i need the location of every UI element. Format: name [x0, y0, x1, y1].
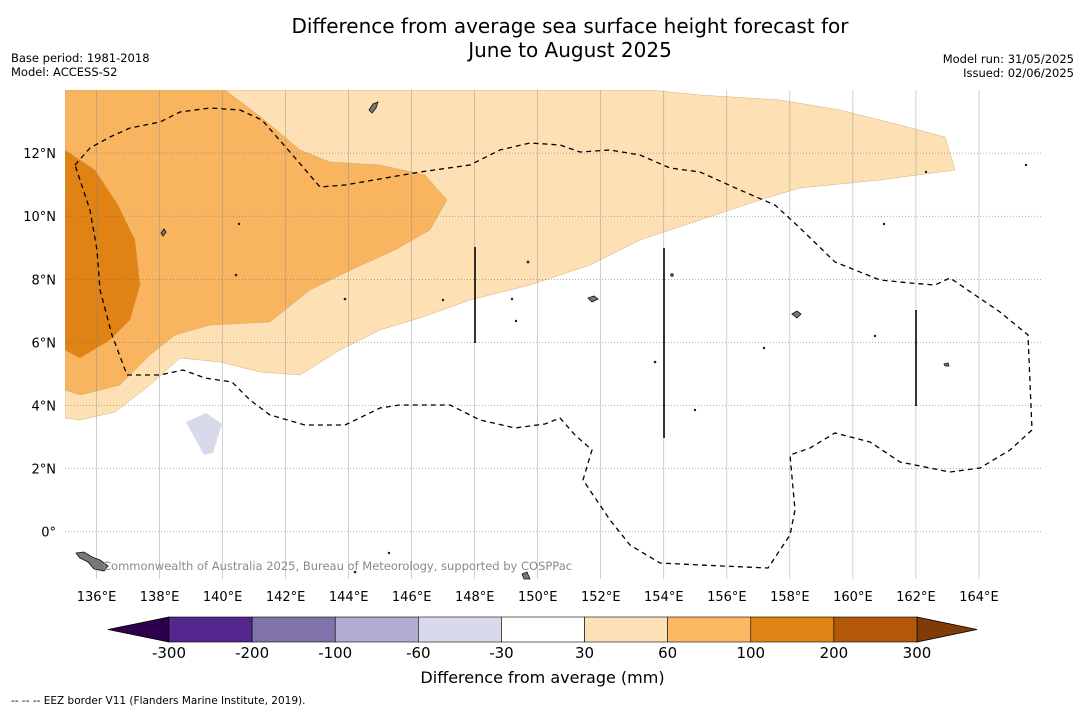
- lon-tick-label: 158°E: [770, 590, 810, 605]
- map-plot-area: [65, 90, 1042, 579]
- colorbar-over-arrow: [916, 616, 978, 643]
- colorbar-tick-label: -300: [152, 644, 186, 662]
- eez-border-line: [74, 107, 1033, 569]
- colorbar-segment: [584, 616, 668, 643]
- lon-tick-label: 142°E: [266, 590, 306, 605]
- eez-solid-segments: [474, 247, 917, 438]
- anomaly-region-60-100: [65, 90, 448, 396]
- island-new-guinea-north: [75, 551, 109, 572]
- lon-tick-label: 160°E: [833, 590, 873, 605]
- lat-tick-label: 10°N: [23, 210, 56, 225]
- island-chuuk: [791, 310, 802, 319]
- island-pohnpei: [943, 362, 950, 367]
- colorbar-segment: [168, 616, 253, 643]
- island-guam: [368, 101, 379, 114]
- colorbar-label: Difference from average (mm): [420, 668, 665, 687]
- lat-tick-label: 2°N: [32, 463, 57, 478]
- anomaly-region-100-200: [65, 149, 141, 359]
- lon-tick-label: 140°E: [203, 590, 243, 605]
- island-dot-4: [343, 297, 347, 301]
- run-info: Model run: 31/05/2025 Issued: 02/06/2025: [943, 52, 1074, 80]
- title-line-1: Difference from average sea surface heig…: [291, 14, 849, 38]
- lon-tick-label: 144°E: [329, 590, 369, 605]
- colorbar-segment: [418, 616, 502, 643]
- colorbar-under-arrow: [107, 616, 170, 643]
- island-dot-16: [387, 551, 391, 555]
- colorbar-tick-label: -200: [235, 644, 269, 662]
- lat-tick-label: 8°N: [32, 273, 57, 288]
- island-dot-9: [693, 408, 697, 412]
- lat-tick-label: 4°N: [32, 399, 57, 414]
- island-dot-6: [510, 297, 514, 301]
- colorbar-tick-label: -100: [318, 644, 352, 662]
- island-dot-14: [1024, 163, 1028, 167]
- colorbar-segment: [667, 616, 752, 643]
- lon-tick-label: 148°E: [455, 590, 495, 605]
- island-dot-3: [234, 273, 238, 277]
- lat-tick-label: 6°N: [32, 336, 57, 351]
- lon-tick-label: 136°E: [77, 590, 117, 605]
- map-credit: Commonwealth of Australia 2025, Bureau o…: [103, 559, 572, 573]
- island-dot-5: [441, 298, 445, 302]
- chart-title: Difference from average sea surface heig…: [0, 14, 1085, 62]
- island-dot-1: [670, 273, 674, 277]
- lon-tick-label: 162°E: [896, 590, 936, 605]
- eez-footnote: -- -- -- EEZ border V11 (Flanders Marine…: [11, 695, 306, 707]
- colorbar-tick-label: 300: [903, 644, 932, 662]
- title-line-2: June to August 2025: [468, 38, 672, 62]
- lon-tick-label: 156°E: [707, 590, 747, 605]
- colorbar-segment: [501, 616, 585, 643]
- model-info: Base period: 1981-2018 Model: ACCESS-S2: [11, 51, 150, 79]
- island-dot-2: [526, 260, 530, 264]
- colorbar-tick-label: 200: [820, 644, 849, 662]
- lon-tick-label: 154°E: [644, 590, 684, 605]
- longitude-labels: 136°E 138°E 140°E 142°E 144°E 146°E 148°E 150°E…: [77, 590, 999, 605]
- island-dot-10: [762, 346, 766, 350]
- base-period-text: Base period: 1981-2018: [11, 51, 150, 65]
- lon-tick-label: 150°E: [518, 590, 558, 605]
- colorbar-tick-label: 60: [658, 644, 677, 662]
- colorbar-tick-label: 100: [736, 644, 765, 662]
- colorbar-segment: [334, 616, 419, 643]
- lon-tick-label: 146°E: [392, 590, 432, 605]
- colorbar-tick-label: 30: [575, 644, 594, 662]
- issued-text: Issued: 02/06/2025: [963, 66, 1074, 80]
- islands: [75, 101, 1028, 580]
- island-dot-8: [653, 360, 657, 364]
- colorbar: -300 -200 -100 -60 -30 30 60 100 200 300: [107, 616, 978, 662]
- island-dot-15: [237, 222, 241, 226]
- colorbar-segment: [833, 616, 918, 643]
- model-name-text: Model: ACCESS-S2: [11, 65, 118, 79]
- island-dot-7: [514, 319, 518, 323]
- colorbar-segment: [251, 616, 336, 643]
- latitude-labels: 12°N 10°N 8°N 6°N 4°N 2°N 0°: [23, 147, 56, 541]
- anomaly-region-neg-30-60: [186, 413, 222, 455]
- lon-tick-label: 138°E: [140, 590, 180, 605]
- colorbar-segment: [750, 616, 835, 643]
- model-run-text: Model run: 31/05/2025: [942, 52, 1074, 66]
- island-dot-12: [882, 222, 886, 226]
- island-dot-17: [353, 570, 357, 574]
- island-yap: [160, 228, 167, 237]
- island-dot-13: [924, 170, 928, 174]
- island-dot-11: [873, 334, 877, 338]
- lon-tick-label: 164°E: [959, 590, 999, 605]
- lon-tick-label: 152°E: [581, 590, 621, 605]
- lat-tick-label: 12°N: [23, 147, 56, 162]
- island-small-a: [587, 295, 599, 303]
- colorbar-tick-label: -30: [489, 644, 514, 662]
- colorbar-tick-label: -60: [406, 644, 431, 662]
- island-small-b: [521, 571, 531, 580]
- lat-tick-label: 0°: [41, 526, 56, 541]
